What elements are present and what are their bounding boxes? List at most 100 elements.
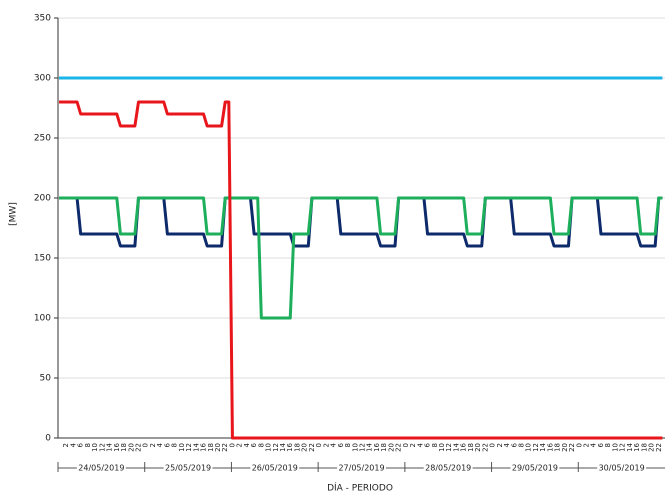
x-tick-label: 6: [510, 442, 518, 447]
x-tick-label: 22: [568, 443, 576, 452]
y-tick-label: 150: [34, 254, 51, 264]
x-tick-label: 6: [337, 442, 345, 447]
x-tick-label: 16: [113, 442, 121, 451]
x-tick-label: 2: [236, 443, 244, 447]
x-tick-label: 22: [655, 443, 663, 452]
x-tick-label: 2: [149, 443, 157, 447]
x-tick-label: 10: [525, 443, 533, 452]
day-label: 25/05/2019: [165, 464, 211, 473]
x-tick-label: 12: [532, 443, 540, 452]
y-tick-label: 200: [34, 194, 51, 204]
x-tick-label: 14: [452, 442, 460, 451]
y-tick-label: 0: [45, 434, 51, 444]
x-tick-label: 12: [185, 443, 193, 452]
x-tick-label: 18: [207, 443, 215, 452]
series-line: [59, 196, 663, 320]
day-label: 30/05/2019: [599, 464, 645, 473]
x-tick-label: 20: [648, 443, 656, 452]
x-tick-label: 20: [301, 443, 309, 452]
x-tick-label: 4: [330, 442, 338, 447]
x-tick-label: 22: [481, 443, 489, 452]
x-tick-label: 14: [626, 442, 634, 451]
x-tick-label: 22: [221, 443, 229, 452]
y-axis-title: [MW]: [9, 202, 19, 226]
x-tick-label: 18: [120, 443, 128, 452]
x-tick-label: 20: [387, 443, 395, 452]
x-tick-label: 10: [351, 443, 359, 452]
x-tick-label: 18: [380, 443, 388, 452]
x-tick-label: 18: [293, 443, 301, 452]
x-tick-label: 22: [395, 443, 403, 452]
x-tick-label: 16: [460, 442, 468, 451]
x-tick-label: 6: [597, 442, 605, 447]
x-tick-label: 6: [77, 442, 85, 447]
x-tick-label: 16: [633, 442, 641, 451]
day-label: 27/05/2019: [338, 464, 384, 473]
x-tick-label: 2: [62, 443, 70, 447]
x-tick-label: 14: [279, 442, 287, 451]
x-tick-label: 4: [503, 442, 511, 447]
x-tick-label: 4: [590, 442, 598, 447]
x-tick-label: 16: [373, 442, 381, 451]
x-tick-label: 0: [228, 443, 236, 447]
x-tick-label: 20: [127, 443, 135, 452]
x-tick-label: 14: [539, 442, 547, 451]
x-tick-label: 20: [561, 443, 569, 452]
x-tick-label: 12: [359, 443, 367, 452]
x-tick-label: 12: [619, 443, 627, 452]
x-tick-label: 18: [467, 443, 475, 452]
x-tick-label: 12: [445, 443, 453, 452]
x-axis-title: DÍA - PERIODO: [327, 482, 393, 494]
y-tick-label: 250: [34, 134, 51, 144]
x-tick-label: 8: [344, 443, 352, 447]
x-tick-label: 18: [640, 443, 648, 452]
x-tick-label: 4: [156, 442, 164, 447]
series-line: [59, 100, 663, 440]
x-tick-label: 14: [106, 442, 114, 451]
day-label: 28/05/2019: [425, 464, 471, 473]
x-tick-label: 0: [315, 443, 323, 447]
x-tick-label: 22: [134, 443, 142, 452]
x-tick-label: 20: [214, 443, 222, 452]
x-tick-label: 8: [517, 443, 525, 447]
day-label: 26/05/2019: [252, 464, 298, 473]
x-tick-label: 2: [583, 443, 591, 447]
x-tick-label: 12: [98, 443, 106, 452]
x-tick-label: 6: [250, 442, 258, 447]
x-tick-label: 16: [286, 442, 294, 451]
x-tick-label: 0: [402, 443, 410, 447]
y-tick-label: 100: [34, 314, 51, 324]
x-tick-label: 10: [178, 443, 186, 452]
x-tick-label: 4: [69, 442, 77, 447]
y-tick-label: 350: [34, 14, 51, 24]
x-tick-label: 8: [257, 443, 265, 447]
y-tick-label: 50: [40, 374, 52, 384]
x-tick-label: 22: [308, 443, 316, 452]
x-tick-label: 0: [142, 443, 150, 447]
x-tick-label: 16: [200, 442, 208, 451]
x-tick-label: 8: [431, 443, 439, 447]
x-tick-label: 0: [489, 443, 497, 447]
day-label: 24/05/2019: [78, 464, 124, 473]
x-tick-label: 8: [171, 443, 179, 447]
x-tick-label: 10: [91, 443, 99, 452]
x-tick-label: 4: [243, 442, 251, 447]
x-tick-label: 10: [265, 443, 273, 452]
x-tick-label: 10: [611, 443, 619, 452]
x-tick-label: 12: [272, 443, 280, 452]
day-label: 29/05/2019: [512, 464, 558, 473]
x-tick-label: 18: [554, 443, 562, 452]
x-tick-label: 8: [604, 443, 612, 447]
x-tick-label: 14: [366, 442, 374, 451]
x-tick-label: 2: [496, 443, 504, 447]
x-tick-label: 2: [322, 443, 330, 447]
x-tick-label: 6: [163, 442, 171, 447]
x-tick-label: 10: [438, 443, 446, 452]
x-tick-label: 20: [474, 443, 482, 452]
x-tick-label: 14: [192, 442, 200, 451]
x-tick-label: 16: [546, 442, 554, 451]
x-tick-label: 6: [424, 442, 432, 447]
x-tick-label: 0: [575, 443, 583, 447]
